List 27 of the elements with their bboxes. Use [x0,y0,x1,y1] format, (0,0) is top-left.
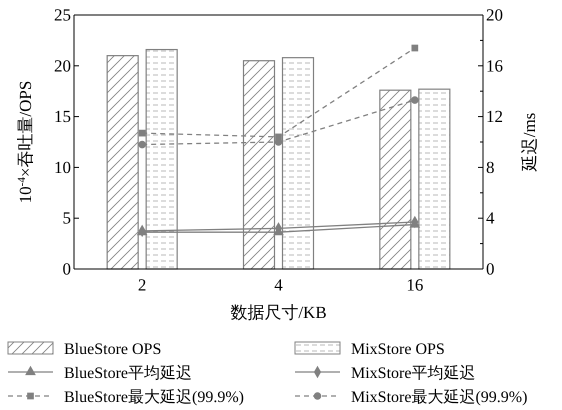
point [138,140,146,148]
x-axis-title: 数据尺寸/KB [230,303,327,322]
y2-tick-label: 0 [486,259,494,278]
legend-label: BlueStore平均延迟 [64,364,192,382]
x-tick-label: 2 [138,276,146,295]
y2-tick-label: 16 [486,56,503,76]
y-tick-label: 20 [54,56,71,76]
legend-label: MixStore平均延迟 [351,364,476,382]
y-tick-label: 25 [54,5,71,24]
y2-tick-label: 20 [486,5,503,24]
legend-label: BlueStore最大延迟(99.9%) [64,388,244,406]
y-tick-label: 0 [62,259,71,278]
y2-tick-label: 4 [486,208,495,228]
legend-label: MixStore最大延迟(99.9%) [351,388,528,406]
y2-axis-title: 延迟/ms [520,112,539,172]
legend-label: MixStore OPS [351,341,445,358]
legend-label: BlueStore OPS [64,341,162,358]
y2-tick-label: 8 [486,158,494,177]
y-tick-label: 15 [54,107,71,126]
y-tick-label: 10 [54,158,71,177]
x-tick-label: 4 [274,276,284,295]
point [411,96,419,104]
y2-tick-label: 12 [486,107,503,126]
point [138,130,146,136]
x-tick-label: 16 [406,276,424,295]
point [411,44,418,52]
y-tick-label: 5 [62,208,71,228]
